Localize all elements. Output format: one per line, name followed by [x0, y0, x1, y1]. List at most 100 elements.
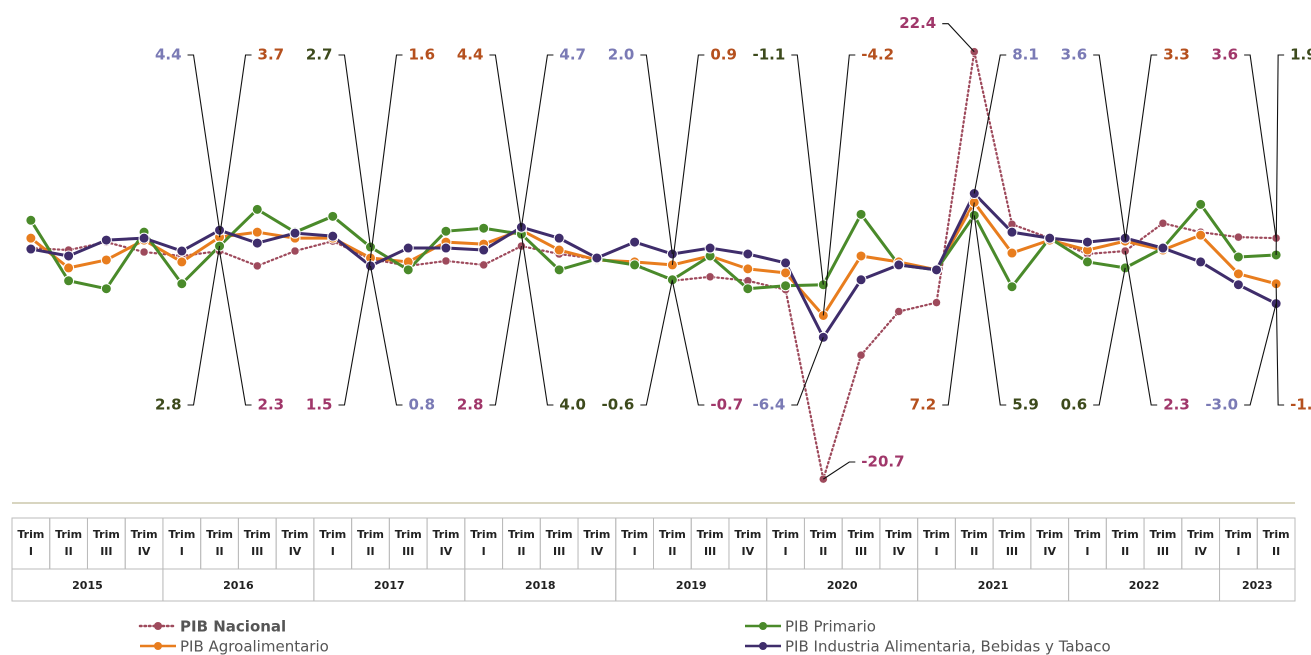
quarter-cell: [728, 517, 768, 570]
quarter-prefix: Trim: [961, 528, 988, 541]
point: [100, 283, 112, 295]
x-tick-label: II: [970, 545, 978, 558]
point: [1006, 226, 1018, 238]
quarter-cell: [539, 517, 579, 570]
value-labels: 2.3 3.7 2.8 4.4 1.5 1.6 2.7 0.8 2.8 4.4 4.0 4.7 -0.7…: [155, 14, 1311, 480]
quarter-cell: [275, 517, 315, 570]
leader-line: [640, 279, 673, 406]
quarter-cell: [1068, 517, 1107, 570]
value-label: -1.0: [1290, 396, 1311, 414]
point: [742, 263, 754, 275]
point: [253, 261, 262, 271]
x-tick-label: I: [29, 545, 33, 558]
point: [289, 227, 301, 239]
legend-label: PIB Industria Alimentaria, Bebidas y Tab…: [785, 638, 1111, 655]
leader-line: [338, 54, 372, 248]
quarter-prefix: Trim: [734, 528, 761, 541]
leader-line: [338, 258, 372, 406]
value-label: 3.7: [258, 46, 285, 64]
point: [402, 242, 414, 254]
quarter-prefix: Trim: [93, 528, 120, 541]
point: [553, 232, 565, 244]
value-label: -20.7: [861, 453, 904, 471]
leader-line: [489, 54, 522, 231]
point: [553, 264, 565, 276]
point: [478, 222, 490, 234]
quarter-prefix: Trim: [1225, 528, 1252, 541]
value-label: 3.3: [1163, 46, 1190, 64]
x-tick-label: I: [180, 545, 184, 558]
x-tick-label: IV: [1194, 545, 1207, 558]
leader-line: [1275, 283, 1285, 406]
leader-line: [1124, 250, 1158, 406]
year-label: 2019: [676, 579, 707, 592]
year-label: 2018: [525, 579, 556, 592]
value-label: -0.6: [602, 396, 635, 414]
quarter-prefix: Trim: [131, 528, 158, 541]
x-tick-label: III: [100, 545, 112, 558]
quarter-cell: [954, 517, 994, 570]
x-tick-label: I: [331, 545, 335, 558]
x-tick-label: II: [1121, 545, 1129, 558]
leader-line: [219, 250, 252, 406]
quarter-cell: [1181, 517, 1221, 570]
quarter-prefix: Trim: [999, 528, 1026, 541]
quarter-prefix: Trim: [168, 528, 195, 541]
leader-line: [1093, 267, 1126, 406]
point: [25, 243, 37, 255]
quarter-prefix: Trim: [470, 528, 497, 541]
leader-line: [942, 202, 975, 406]
value-label: -0.7: [710, 396, 743, 414]
leader-line: [369, 265, 403, 406]
quarter-cell: [1256, 517, 1296, 570]
quarter-cell: [86, 517, 126, 570]
point: [894, 307, 904, 316]
point: [780, 280, 792, 292]
quarter-prefix: Trim: [1187, 528, 1214, 541]
quarter-cell: [502, 517, 541, 570]
quarter-prefix: Trim: [810, 528, 837, 541]
point: [138, 232, 150, 244]
quarter-prefix: Trim: [1263, 528, 1290, 541]
value-label: 2.0: [608, 46, 635, 64]
point: [855, 208, 867, 220]
point: [440, 242, 452, 254]
quarter-prefix: Trim: [583, 528, 610, 541]
quarter-prefix: Trim: [432, 528, 459, 541]
year-label: 2017: [374, 579, 405, 592]
quarter-cell: [615, 517, 655, 570]
year-label: 2015: [72, 579, 103, 592]
quarter-prefix: Trim: [357, 528, 384, 541]
quarter-prefix: Trim: [55, 528, 82, 541]
x-tick-label: II: [1272, 545, 1280, 558]
quarter-cell: [1030, 517, 1070, 570]
leader-line: [1275, 54, 1285, 255]
point: [251, 237, 263, 249]
quarter-cell: [917, 517, 956, 570]
year-label: 2023: [1242, 579, 1273, 592]
point: [1158, 219, 1168, 228]
x-tick-label: III: [1006, 545, 1018, 558]
point: [1232, 279, 1244, 291]
leader-line: [218, 54, 252, 238]
quarter-prefix: Trim: [546, 528, 573, 541]
legend-marker: [154, 622, 162, 630]
quarter-cell: [237, 517, 277, 570]
leader-line: [1093, 54, 1126, 239]
point: [139, 247, 149, 257]
point: [402, 264, 414, 276]
quarter-cell: [200, 517, 239, 570]
point: [780, 267, 792, 279]
leader-line: [520, 234, 554, 406]
point: [1195, 198, 1207, 210]
quarter-cell: [124, 517, 164, 570]
series-line: [29, 200, 1277, 317]
quarter-prefix: Trim: [17, 528, 44, 541]
point: [63, 275, 75, 287]
series-line: [29, 202, 1277, 291]
x-tick-label: III: [704, 545, 716, 558]
x-tick-label: I: [482, 545, 486, 558]
point: [1157, 242, 1169, 254]
point: [1006, 281, 1018, 293]
